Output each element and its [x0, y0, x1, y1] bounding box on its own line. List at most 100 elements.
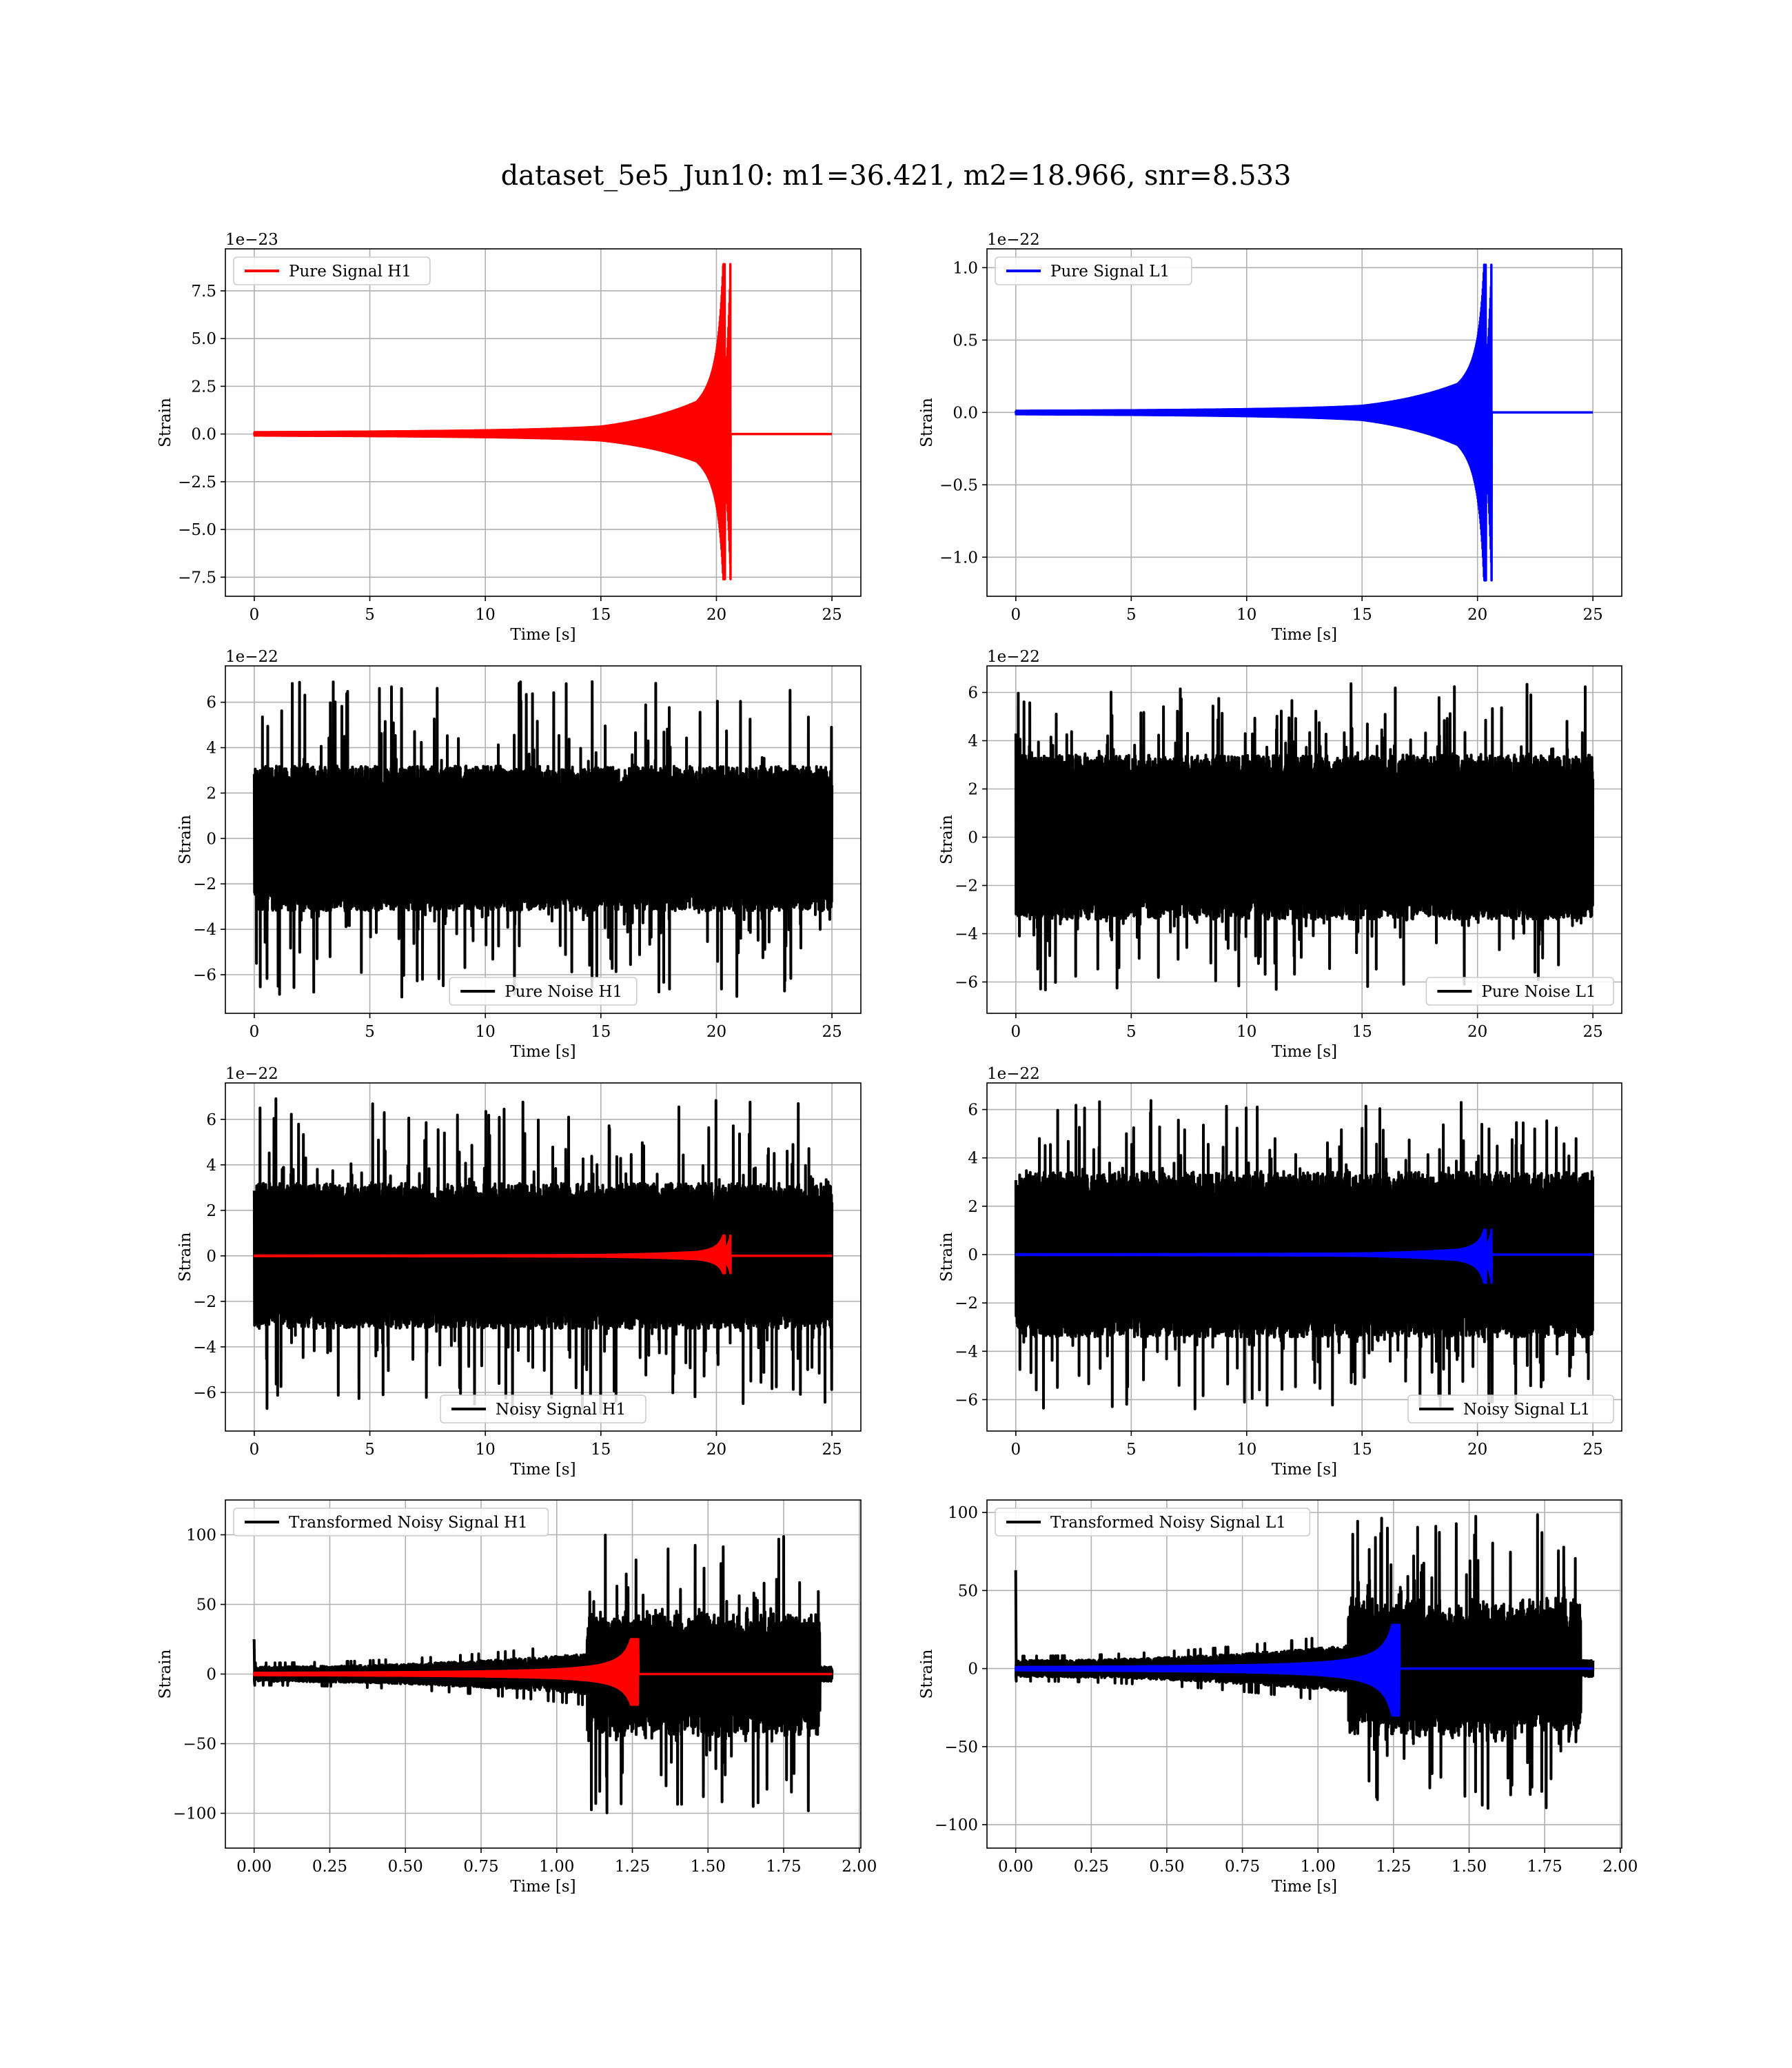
y-tick-label: −6 [955, 1391, 978, 1409]
y-tick-label: 0 [968, 829, 978, 847]
ticks: 0 5 10 15 20 25 −7.5 −5.0 −2.5 0.0 2.5 5.0 7.5 [178, 283, 842, 624]
y-tick-label: −100 [935, 1816, 978, 1834]
x-tick-label: 10 [476, 1023, 496, 1041]
x-axis-label: Time [s] [1272, 1461, 1337, 1479]
y-tick-label: 4 [968, 1150, 978, 1168]
x-tick-label: 15 [591, 1441, 611, 1459]
y-tick-label: −1.0 [939, 549, 978, 567]
y-tick-label: 0 [206, 830, 216, 848]
legend-box [233, 1508, 549, 1537]
series-line-overlay-1 [1015, 1228, 1594, 1284]
x-tick-label: 20 [706, 1023, 726, 1041]
series-line-noisy-signal-l1 [1014, 1099, 1595, 1410]
y-tick-label: 7.5 [191, 283, 216, 301]
legend: Pure Noise H1 [449, 977, 638, 1006]
subplot-pure-noise-h1: 0 5 10 15 20 25 −6 −4 −2 0 2 4 6 Time [s] Strain 1e−22 P… [176, 648, 862, 1061]
subplot-transformed-noisy-signal-l1: 0.00 0.25 0.50 0.75 1.00 1.25 1.50 1.75 2.00 −100… [918, 1499, 1638, 1896]
y-tick-label: 0.5 [953, 332, 978, 349]
series-line-pure-noise-l1 [1014, 682, 1595, 991]
legend: Pure Noise L1 [1425, 977, 1614, 1006]
legend-label: Transformed Noisy Signal H1 [289, 1514, 528, 1532]
y-tick-label: −4 [193, 1339, 216, 1357]
series-group [1014, 1099, 1595, 1410]
x-tick-label: 0.00 [998, 1858, 1033, 1876]
ticks: 0 5 10 15 20 25 −6 −4 −2 0 2 4 6 [193, 694, 842, 1041]
y-offset-label: 1e−22 [987, 1065, 1040, 1083]
y-tick-label: −6 [193, 966, 216, 984]
axes-frame [225, 1082, 862, 1432]
y-tick-label: −6 [955, 974, 978, 992]
legend-label: Pure Signal L1 [1050, 263, 1170, 281]
y-tick-label: 6 [968, 1102, 978, 1119]
y-axis-label: Strain [176, 1232, 194, 1281]
y-tick-label: 1.0 [953, 259, 978, 277]
subplot-noisy-signal-h1: 0 5 10 15 20 25 −6 −4 −2 0 2 4 6 Time [s] Strain 1e−22 N… [176, 1065, 862, 1479]
series-group [252, 1097, 834, 1417]
x-tick-label: 0.00 [236, 1858, 272, 1876]
x-tick-label: 15 [591, 1023, 611, 1041]
x-tick-label: 0 [1011, 1023, 1021, 1041]
y-tick-label: −5.0 [178, 521, 216, 539]
x-tick-label: 0.75 [1225, 1858, 1260, 1876]
y-axis-label: Strain [156, 398, 174, 447]
series-line-overlay-1 [1014, 1623, 1594, 1717]
x-tick-label: 0.25 [1074, 1858, 1109, 1876]
x-tick-label: 10 [1236, 1023, 1256, 1041]
axes-frame [986, 248, 1622, 597]
legend-box [449, 977, 638, 1006]
y-tick-label: 4 [968, 733, 978, 751]
x-tick-label: 15 [1352, 1023, 1372, 1041]
x-tick-label: 10 [1236, 606, 1256, 624]
series-group [253, 263, 833, 580]
x-tick-label: 2.00 [842, 1858, 877, 1876]
legend-box [440, 1395, 646, 1423]
x-tick-label: 25 [1582, 1023, 1602, 1041]
x-axis-label: Time [s] [510, 1043, 576, 1061]
x-tick-label: 10 [476, 606, 496, 624]
x-tick-label: 20 [706, 1441, 726, 1459]
y-tick-label: −2 [193, 875, 216, 893]
x-tick-label: 25 [822, 1441, 842, 1459]
y-tick-label: 0 [206, 1666, 216, 1684]
x-tick-label: 20 [1467, 1023, 1487, 1041]
y-tick-label: 2.5 [191, 378, 216, 396]
x-tick-label: 5 [1126, 606, 1137, 624]
y-offset-label: 1e−22 [987, 231, 1040, 249]
axes-frame [225, 248, 862, 597]
x-tick-label: 1.00 [539, 1858, 574, 1876]
x-tick-label: 25 [822, 606, 842, 624]
legend-label: Noisy Signal H1 [496, 1401, 626, 1419]
x-tick-label: 20 [1467, 606, 1487, 624]
axes-frame [225, 665, 862, 1014]
y-offset-label: 1e−23 [225, 231, 278, 249]
series-line-pure-signal-h1 [253, 263, 833, 580]
legend: Transformed Noisy Signal L1 [995, 1508, 1311, 1537]
y-tick-label: −4 [193, 921, 216, 939]
axes-frame [986, 665, 1622, 1014]
y-tick-label: 4 [206, 740, 216, 758]
x-tick-label: 1.50 [1452, 1858, 1487, 1876]
x-tick-label: 10 [476, 1441, 496, 1459]
y-tick-label: 0 [968, 1246, 978, 1264]
legend: Transformed Noisy Signal H1 [233, 1508, 549, 1537]
series-line-pure-signal-l1 [1015, 263, 1594, 582]
y-tick-label: 5.0 [191, 330, 216, 348]
subplot-pure-signal-l1: 0 5 10 15 20 25 −1.0 −0.5 0.0 0.5 1.0 Time [s] Strai… [918, 231, 1622, 644]
x-axis-label: Time [s] [1272, 626, 1337, 644]
y-tick-label: 100 [186, 1527, 216, 1545]
x-tick-label: 1.50 [691, 1858, 726, 1876]
x-tick-label: 5 [1126, 1441, 1137, 1459]
x-axis-label: Time [s] [510, 1878, 576, 1896]
ticks: 0.00 0.25 0.50 0.75 1.00 1.25 1.50 1.75 2.00 −100… [935, 1504, 1638, 1876]
x-tick-label: 5 [365, 606, 375, 624]
series-line-overlay-1 [252, 1638, 833, 1706]
y-tick-label: 50 [196, 1596, 216, 1614]
y-tick-label: −50 [944, 1738, 978, 1756]
legend-label: Pure Noise H1 [505, 983, 622, 1001]
y-tick-label: −6 [193, 1384, 216, 1402]
x-tick-label: 10 [1236, 1441, 1256, 1459]
y-axis-label: Strain [918, 398, 936, 447]
x-tick-label: 1.00 [1301, 1858, 1336, 1876]
legend: Pure Signal L1 [995, 256, 1192, 285]
